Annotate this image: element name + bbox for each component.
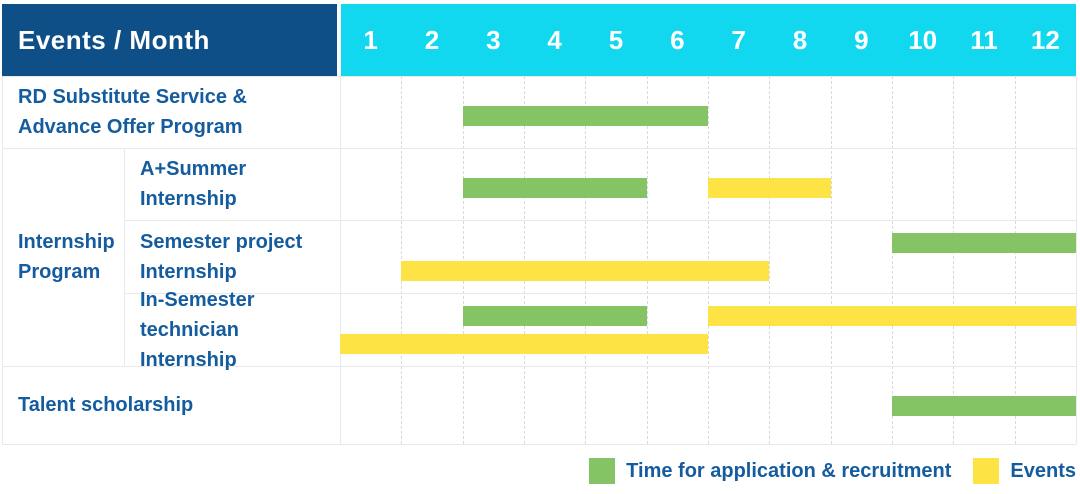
month-header-3: 3 xyxy=(486,24,501,55)
row-label-line: In-Semester xyxy=(140,288,255,311)
month-header-2: 2 xyxy=(424,24,440,55)
group-label-line: Internship xyxy=(18,231,115,253)
label-chart-divider xyxy=(340,76,341,444)
row-separator xyxy=(124,220,1076,221)
row-label: In-Semester technician Internship xyxy=(140,289,336,371)
row-label-line: Talent scholarship xyxy=(18,394,194,416)
application-bar xyxy=(462,178,647,198)
month-gridline xyxy=(524,76,525,444)
application-bar xyxy=(892,396,1076,416)
month-gridline xyxy=(647,76,648,444)
event-bar xyxy=(401,261,770,281)
table-left-border xyxy=(2,76,3,444)
month-header-5: 5 xyxy=(608,24,624,55)
event-bar xyxy=(340,334,708,354)
row-label-line: RD Substitute Service & xyxy=(18,86,247,108)
month-header-6: 6 xyxy=(670,24,685,55)
legend-label-events: Events xyxy=(1010,459,1076,482)
months-header-band xyxy=(341,4,1076,76)
event-bar xyxy=(708,178,831,198)
month-gridline xyxy=(708,76,709,444)
month-header-11: 11 xyxy=(970,24,998,55)
month-gridline xyxy=(769,76,770,444)
legend-item-events: Events xyxy=(973,458,1076,484)
month-gridline xyxy=(463,76,464,444)
row-separator xyxy=(2,76,1076,77)
row-label: A+Summer Internship xyxy=(140,148,336,220)
application-bar xyxy=(462,306,647,326)
month-gridline xyxy=(953,76,954,444)
header-corner-label: Events / Month xyxy=(18,24,210,55)
month-header-9: 9 xyxy=(854,24,869,55)
row-label-line: A+Summer xyxy=(140,158,247,180)
month-header-10: 10 xyxy=(908,24,938,55)
month-header-1: 1 xyxy=(363,24,378,55)
month-gridline xyxy=(1015,76,1016,444)
row-label-line: Advance Offer Program xyxy=(18,116,243,138)
legend-item-application: Time for application & recruitment xyxy=(589,458,951,484)
application-bar xyxy=(892,233,1076,253)
group-subrow-divider xyxy=(124,148,125,366)
group-label-internship-program: Internship Program xyxy=(18,148,124,366)
month-header-4: 4 xyxy=(547,24,562,55)
row-label: RD Substitute Service & Advance Offer Pro… xyxy=(18,76,336,148)
month-header-8: 8 xyxy=(792,24,808,55)
table-right-border xyxy=(1076,76,1077,444)
group-label-line: Program xyxy=(18,261,101,283)
application-swatch-icon xyxy=(589,458,616,484)
application-bar xyxy=(462,106,708,126)
legend-label-application: Time for application & recruitment xyxy=(626,459,952,482)
month-header-7: 7 xyxy=(731,24,746,55)
month-gridline xyxy=(585,76,586,444)
row-separator xyxy=(124,293,1076,294)
header-corner-cell: Events / Month xyxy=(2,4,337,76)
legend: Time for application & recruitment Event… xyxy=(589,456,1076,486)
table-bottom-border xyxy=(2,444,1076,445)
row-label: Talent scholarship xyxy=(18,366,336,444)
month-header-12: 12 xyxy=(1030,24,1060,55)
month-gridline xyxy=(892,76,893,444)
event-bar xyxy=(708,306,1076,326)
row-label-line: Internship xyxy=(140,260,237,283)
month-gridline xyxy=(831,76,832,444)
row-label: Semester project Internship xyxy=(140,220,336,293)
row-separator xyxy=(2,366,1076,367)
row-label-line: Internship xyxy=(140,188,237,210)
month-gridline xyxy=(401,76,402,444)
row-separator xyxy=(2,148,1076,149)
events-swatch-icon xyxy=(973,458,1000,484)
row-label-line: technician Internship xyxy=(140,318,239,371)
row-label-line: Semester project xyxy=(140,230,303,253)
